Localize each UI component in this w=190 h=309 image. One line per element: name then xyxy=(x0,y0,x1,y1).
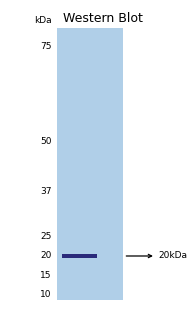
Bar xyxy=(62,254,97,258)
Text: 15: 15 xyxy=(40,270,51,280)
Text: 10: 10 xyxy=(40,290,51,298)
Text: 20kDa: 20kDa xyxy=(159,252,188,260)
Text: 75: 75 xyxy=(40,42,51,51)
Text: 50: 50 xyxy=(40,138,51,146)
Text: 37: 37 xyxy=(40,187,51,196)
Text: 25: 25 xyxy=(40,232,51,241)
Text: Western Blot: Western Blot xyxy=(63,12,142,25)
Text: kDa: kDa xyxy=(34,16,51,25)
Text: 20: 20 xyxy=(40,252,51,260)
